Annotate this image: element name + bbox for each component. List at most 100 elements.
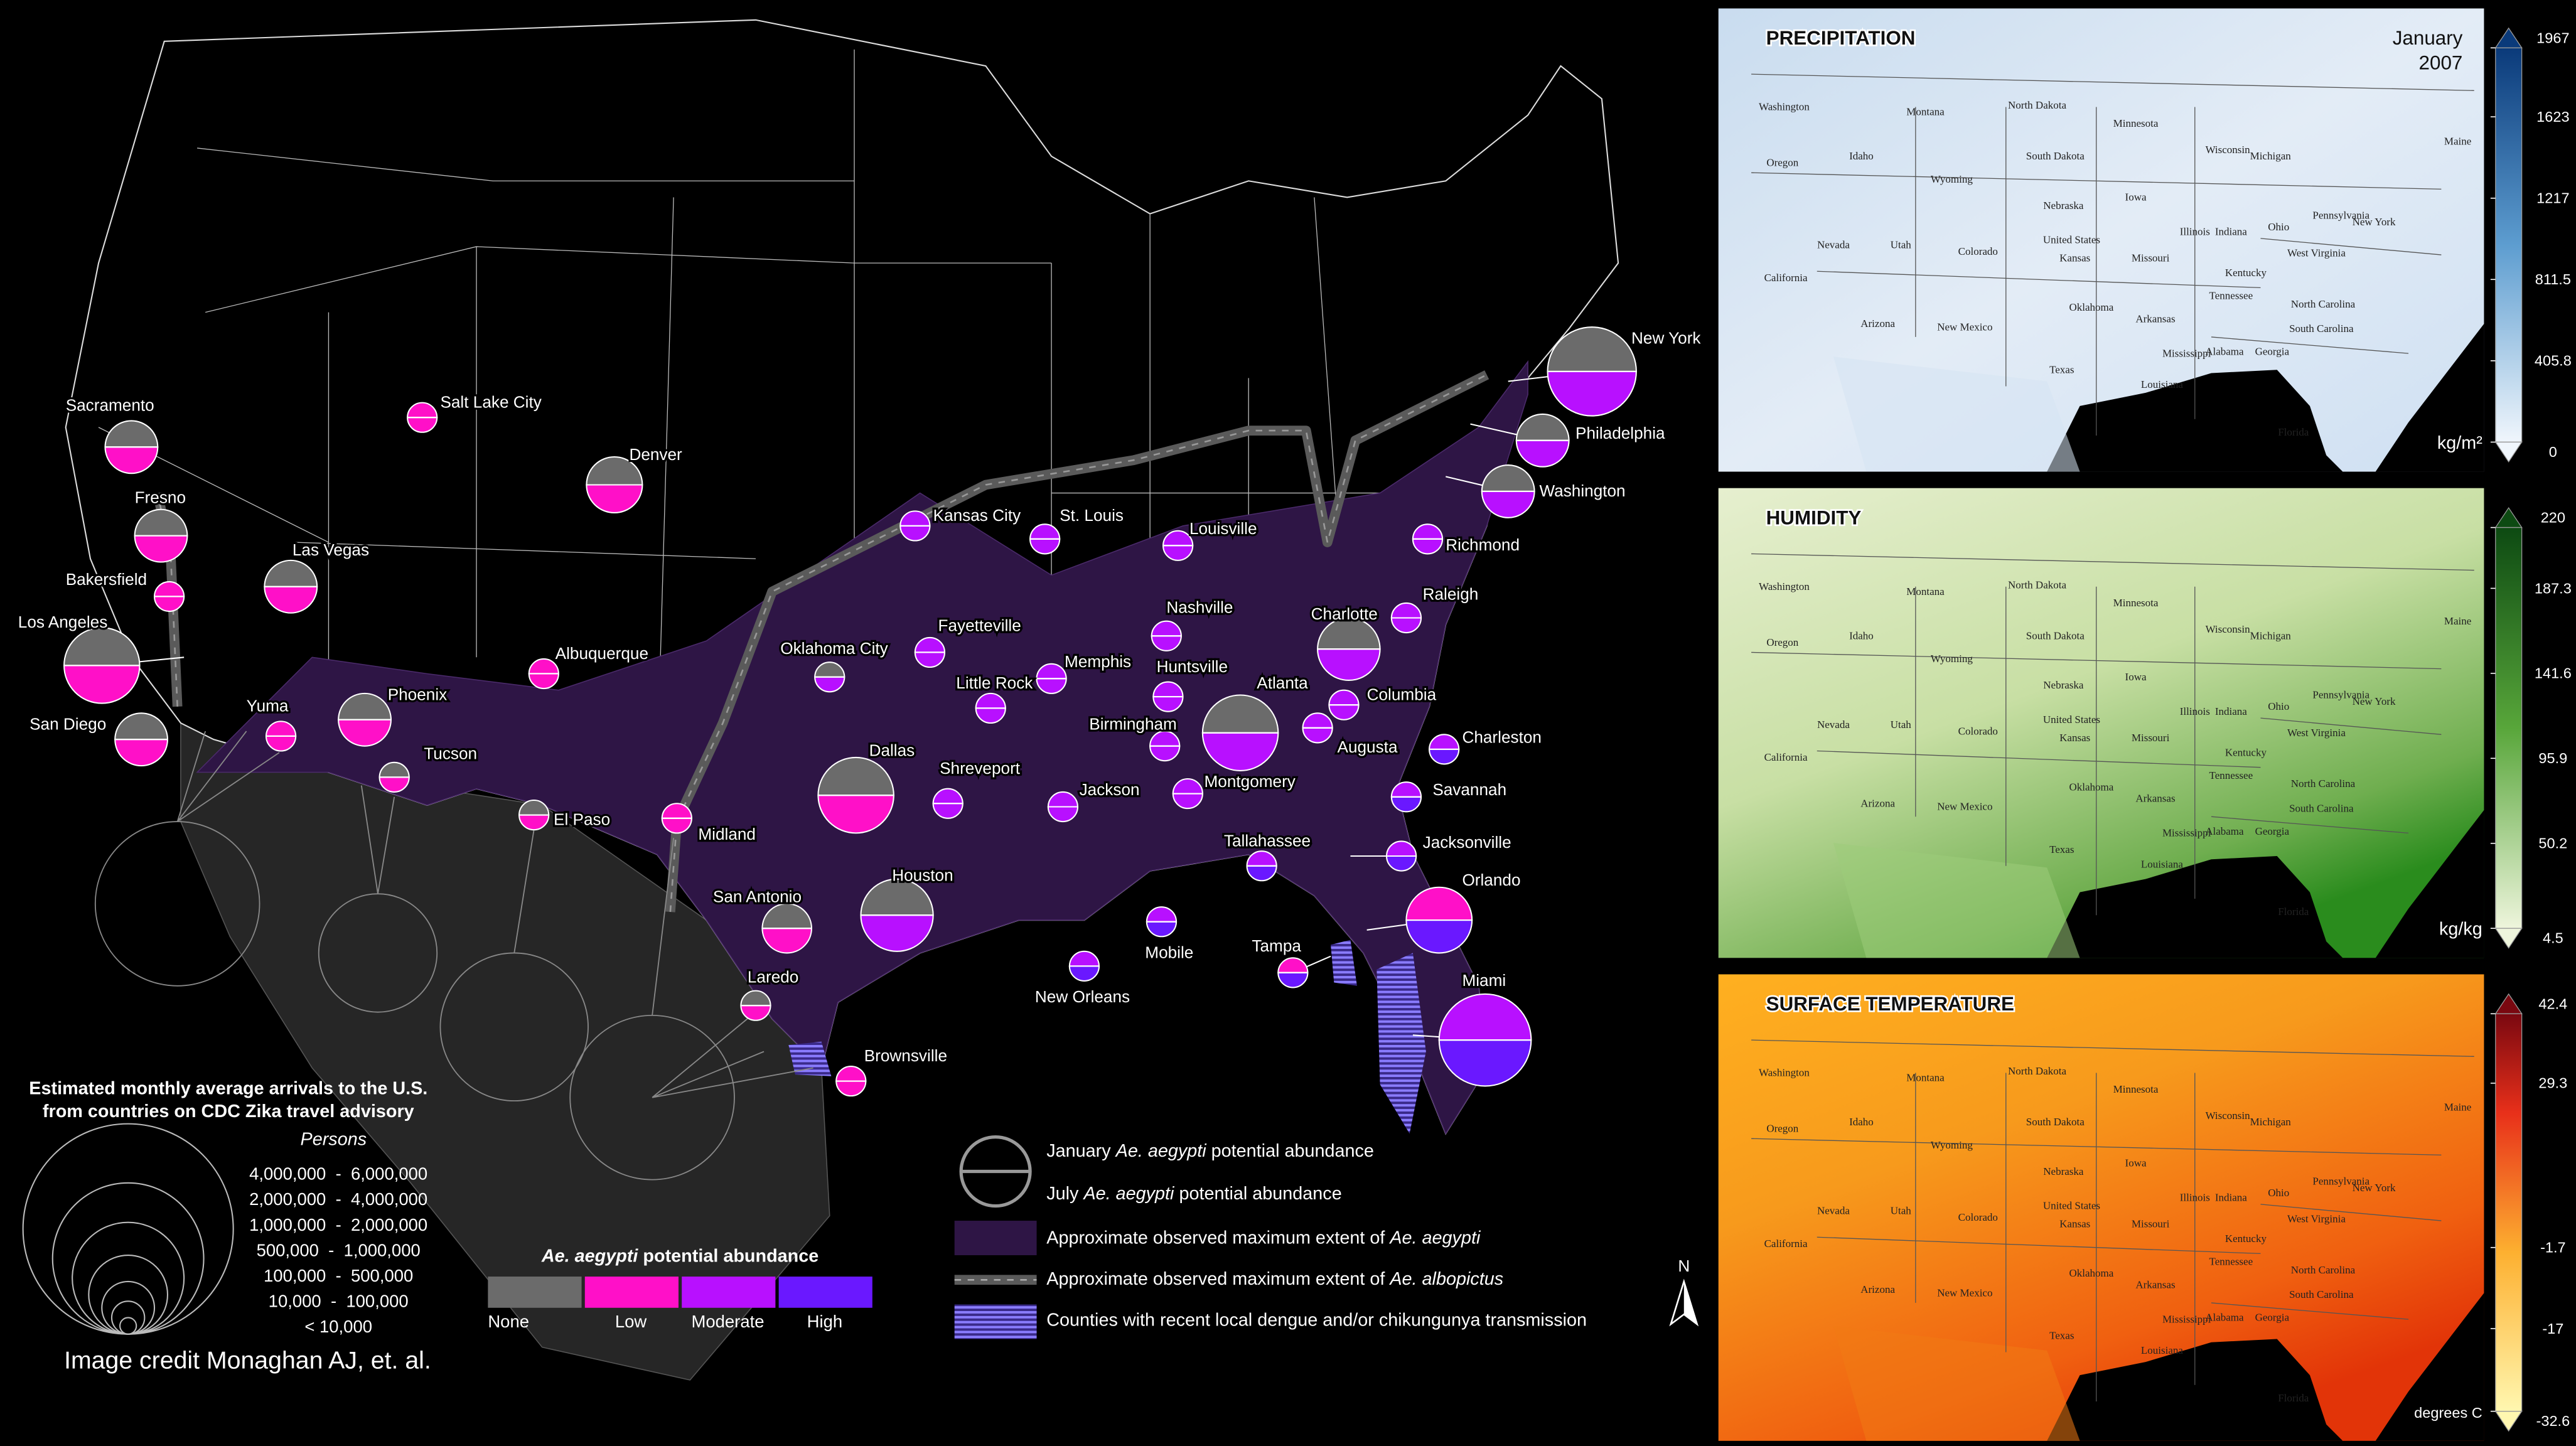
- city-label: Savannah: [1432, 780, 1506, 799]
- state-label: Georgia: [2255, 1312, 2290, 1324]
- symbol-legend-part: July: [1046, 1184, 1083, 1204]
- city-symbol-january: [528, 658, 559, 675]
- state-label: Washington: [1759, 581, 1810, 592]
- city-symbol-january: [1302, 712, 1333, 729]
- city-label: San Antonio: [713, 887, 802, 906]
- state-label: New Mexico: [1937, 1287, 1992, 1299]
- city-symbol-january: [1146, 906, 1178, 923]
- state-label: Maine: [2444, 1101, 2471, 1113]
- city-symbol-july: [1068, 965, 1100, 982]
- state-label: North Dakota: [2008, 99, 2066, 111]
- state-label: Nebraska: [2043, 1165, 2084, 1177]
- city-symbol-july: [740, 1005, 771, 1021]
- state-label: West Virginia: [2287, 727, 2346, 739]
- city-label: Bakersfield: [66, 570, 147, 589]
- city-label: Augusta: [1338, 737, 1398, 756]
- state-label: Iowa: [2125, 671, 2147, 683]
- state-label: Minnesota: [2113, 597, 2159, 609]
- state-label: Illinois: [2180, 1192, 2210, 1204]
- city-label: Little Rock: [956, 673, 1033, 692]
- city-symbol-july: [528, 673, 559, 690]
- north-arrow: N: [1669, 1256, 1699, 1327]
- abundance-swatch: [682, 1277, 776, 1308]
- legend-title-italic: Ae. aegypti: [541, 1246, 639, 1266]
- city-symbol-january: [1405, 886, 1473, 921]
- city-symbol-july: [1029, 538, 1061, 555]
- city-symbol-july: [761, 928, 813, 954]
- city-symbol-january: [1149, 731, 1181, 747]
- colorbar-tick-label: 29.3: [2538, 1075, 2567, 1091]
- city-symbol-july: [814, 676, 845, 693]
- city-symbol-january: [1515, 413, 1570, 441]
- legend-class-label: 100,000 - 500,000: [264, 1266, 413, 1285]
- symbol-legend-label: January Ae. aegypti potential abundance: [1046, 1141, 1374, 1161]
- city-symbol-july: [1162, 545, 1194, 561]
- state-label: South Dakota: [2026, 1116, 2085, 1128]
- state-label: Illinois: [2180, 705, 2210, 717]
- state-label: Montana: [1906, 586, 1945, 597]
- panel-ocean: [2047, 1293, 2484, 1441]
- colorbar-tick-label: 405.8: [2535, 353, 2572, 369]
- city-symbol-january: [1547, 326, 1637, 372]
- state-label: North Dakota: [2008, 579, 2066, 591]
- city-label: Jacksonville: [1423, 833, 1511, 852]
- climate-panels: Washington Montana North Dakota Minnesota Or…: [1718, 8, 2572, 1441]
- symbol-legend-label: Approximate observed maximum extent of A…: [1046, 1228, 1481, 1248]
- state-label: Mississippi: [2162, 827, 2211, 839]
- city-label: Yuma: [247, 697, 289, 715]
- symbol-legend-label: Counties with recent local dengue and/or…: [1046, 1310, 1587, 1331]
- state-label: Colorado: [1958, 245, 1998, 257]
- panel-ocean: [2047, 810, 2484, 958]
- state-label: South Carolina: [2289, 802, 2354, 814]
- city-symbol-january: [1390, 602, 1422, 619]
- legend-class-label: 1,000,000 - 2,000,000: [249, 1215, 427, 1234]
- state-label: Tennessee: [2209, 1256, 2253, 1268]
- city-label: Orlando: [1462, 870, 1520, 889]
- dengue-counties: [788, 940, 1426, 1134]
- state-label: Missouri: [2132, 252, 2170, 264]
- city-symbol-january: [265, 720, 297, 737]
- abundance-label: High: [807, 1312, 843, 1331]
- state-label: Missouri: [2132, 1218, 2170, 1230]
- city-label: Fayetteville: [938, 616, 1021, 635]
- city-label: Fresno: [135, 488, 186, 506]
- state-label: Texas: [2049, 364, 2074, 376]
- legend-class-label: < 10,000: [304, 1317, 372, 1336]
- colorbar-tick-label: 4.5: [2543, 930, 2563, 946]
- state-label: Oregon: [1766, 636, 1798, 648]
- legend-dengue-swatch: [954, 1304, 1037, 1339]
- state-label: North Carolina: [2291, 298, 2356, 310]
- state-label: Georgia: [2255, 825, 2290, 837]
- city-symbol-july: [1481, 490, 1535, 518]
- state-label: Arizona: [1860, 797, 1895, 809]
- city-label: Charlotte: [1311, 604, 1378, 623]
- city-label: San Diego: [30, 714, 106, 733]
- symbol-legend-part: Ae. aegypti: [1082, 1184, 1175, 1204]
- city-label: Miami: [1462, 971, 1506, 990]
- colorbar-top-arrow: [2494, 993, 2523, 1014]
- colorbar: [2495, 47, 2523, 443]
- state-label: Nevada: [1817, 239, 1850, 251]
- legend-class-label: 10,000 - 100,000: [269, 1291, 409, 1310]
- city-symbol-january: [1429, 734, 1460, 750]
- symbol-legend-part: January: [1046, 1141, 1115, 1161]
- city-label: Salt Lake City: [440, 392, 542, 411]
- state-label: Missouri: [2132, 732, 2170, 744]
- state-label: California: [1764, 272, 1808, 284]
- city-symbol-july: [1438, 1039, 1532, 1087]
- state-label: West Virginia: [2287, 247, 2346, 259]
- state-label: Arkansas: [2135, 313, 2175, 324]
- state-label: Arkansas: [2135, 793, 2175, 805]
- city-label: Memphis: [1065, 652, 1131, 671]
- colorbar-bottom-arrow: [2494, 441, 2523, 463]
- city-symbol-july: [586, 484, 643, 514]
- city-label: Las Vegas: [292, 540, 369, 559]
- state-label: Louisiana: [2141, 378, 2183, 390]
- state-label: Arkansas: [2135, 1278, 2175, 1290]
- city-symbol-january: [975, 692, 1006, 709]
- state-label: Minnesota: [2113, 117, 2159, 129]
- state-label: Wisconsin: [2206, 623, 2251, 635]
- colorbar-tick-label: -32.6: [2536, 1413, 2570, 1429]
- state-label: Kentucky: [2225, 746, 2267, 758]
- state-label: Wisconsin: [2206, 144, 2251, 156]
